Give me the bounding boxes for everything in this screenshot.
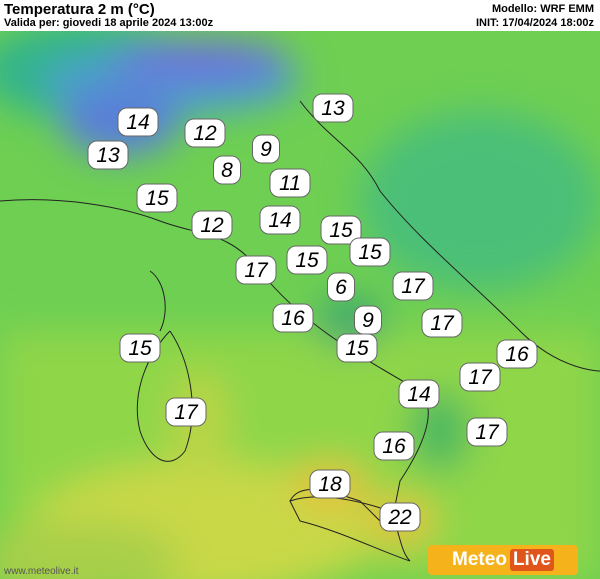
temperature-label: 6 — [327, 272, 355, 302]
temperature-label: 14 — [117, 107, 159, 137]
label-value: 17 — [401, 275, 426, 298]
label-value: 14 — [268, 209, 291, 232]
temperature-label: 8 — [213, 155, 241, 185]
temperature-label: 9 — [252, 134, 280, 164]
temperature-label: 17 — [421, 308, 463, 338]
label-value: 16 — [382, 435, 406, 458]
temperature-label: 15 — [136, 183, 178, 213]
label-value: 22 — [387, 506, 412, 529]
label-box — [286, 245, 328, 275]
label-value: 15 — [329, 219, 353, 242]
label-value: 12 — [193, 122, 217, 145]
label-value: 17 — [468, 366, 493, 389]
label-value: 15 — [145, 187, 169, 210]
label-value: 8 — [221, 159, 233, 182]
label-box — [272, 303, 314, 333]
temperature-label: 15 — [336, 333, 378, 363]
label-value: 13 — [96, 144, 120, 167]
label-box — [421, 308, 463, 338]
temperature-label: 22 — [379, 502, 421, 532]
label-box — [459, 362, 501, 392]
label-value: 16 — [281, 307, 305, 330]
temperature-label: 17 — [392, 271, 434, 301]
temperature-label: 12 — [191, 210, 233, 240]
coastline — [299, 100, 600, 372]
label-box — [87, 140, 129, 170]
label-box — [392, 271, 434, 301]
temperature-label: 16 — [496, 339, 538, 369]
label-box — [119, 333, 161, 363]
label-box — [312, 93, 354, 123]
label-box — [466, 417, 508, 447]
label-box — [269, 168, 311, 198]
label-box — [252, 134, 280, 164]
model: Modello: WRF EMM — [491, 3, 594, 15]
label-box — [165, 397, 207, 427]
temperature-label: 15 — [349, 237, 391, 267]
label-value: 14 — [126, 111, 149, 134]
temperature-label: 17 — [165, 397, 207, 427]
temperature-label: 18 — [309, 469, 351, 499]
label-value: 15 — [358, 241, 382, 264]
label-value: 9 — [260, 138, 272, 161]
label-box — [235, 255, 277, 285]
temperature-label: 9 — [354, 305, 382, 335]
label-box — [309, 469, 351, 499]
label-value: 12 — [200, 214, 224, 237]
label-box — [136, 183, 178, 213]
label-value: 15 — [295, 249, 319, 272]
temperature-label: 13 — [87, 140, 129, 170]
logo: Meteo Live — [428, 545, 578, 575]
label-value: 17 — [174, 401, 199, 424]
temperature-label: 16 — [272, 303, 314, 333]
label-box — [398, 379, 440, 409]
temperature-label: 11 — [269, 168, 311, 198]
label-value: 16 — [505, 343, 529, 366]
temperature-label: 12 — [184, 118, 226, 148]
label-value: 15 — [128, 337, 152, 360]
temperature-label: 17 — [235, 255, 277, 285]
label-value: 9 — [362, 309, 374, 332]
label-box — [327, 272, 355, 302]
label-box — [336, 333, 378, 363]
site-url: www.meteolive.it — [4, 566, 79, 577]
init-time: INIT: 17/04/2024 18:00z — [475, 17, 594, 29]
temperature-label: 15 — [286, 245, 328, 275]
temperature-label: 14 — [398, 379, 440, 409]
label-box — [184, 118, 226, 148]
label-value: 17 — [430, 312, 455, 335]
label-box — [373, 431, 415, 461]
temperature-label: 17 — [459, 362, 501, 392]
valid-time: Valida per: giovedi 18 aprile 2024 13:00… — [4, 17, 214, 29]
label-value: 14 — [407, 383, 430, 406]
label-box — [191, 210, 233, 240]
temperature-label: 13 — [312, 93, 354, 123]
logo-text: Live — [509, 549, 554, 571]
temperature-label: 15 — [119, 333, 161, 363]
temperature-label: 14 — [259, 205, 301, 235]
label-value: 18 — [318, 473, 342, 496]
temperature-label: 15 — [320, 215, 362, 245]
label-box — [349, 237, 391, 267]
label-box — [213, 155, 241, 185]
coastline — [0, 199, 429, 533]
label-value: 17 — [244, 259, 269, 282]
label-value: 11 — [279, 172, 301, 195]
label-value: 17 — [475, 421, 500, 444]
island-outline — [136, 270, 193, 462]
label-box — [496, 339, 538, 369]
label-box — [259, 205, 301, 235]
temperature-label: 16 — [373, 431, 415, 461]
label-box — [379, 502, 421, 532]
label-box — [320, 215, 362, 245]
label-value: 15 — [345, 337, 369, 360]
label-value: 6 — [335, 276, 347, 299]
temperature-label: 17 — [466, 417, 508, 447]
map-title: Temperatura 2 m (°C) — [4, 1, 155, 18]
label-box — [117, 107, 159, 137]
label-value: 13 — [321, 97, 345, 120]
logo-text: Meteo — [452, 549, 507, 570]
